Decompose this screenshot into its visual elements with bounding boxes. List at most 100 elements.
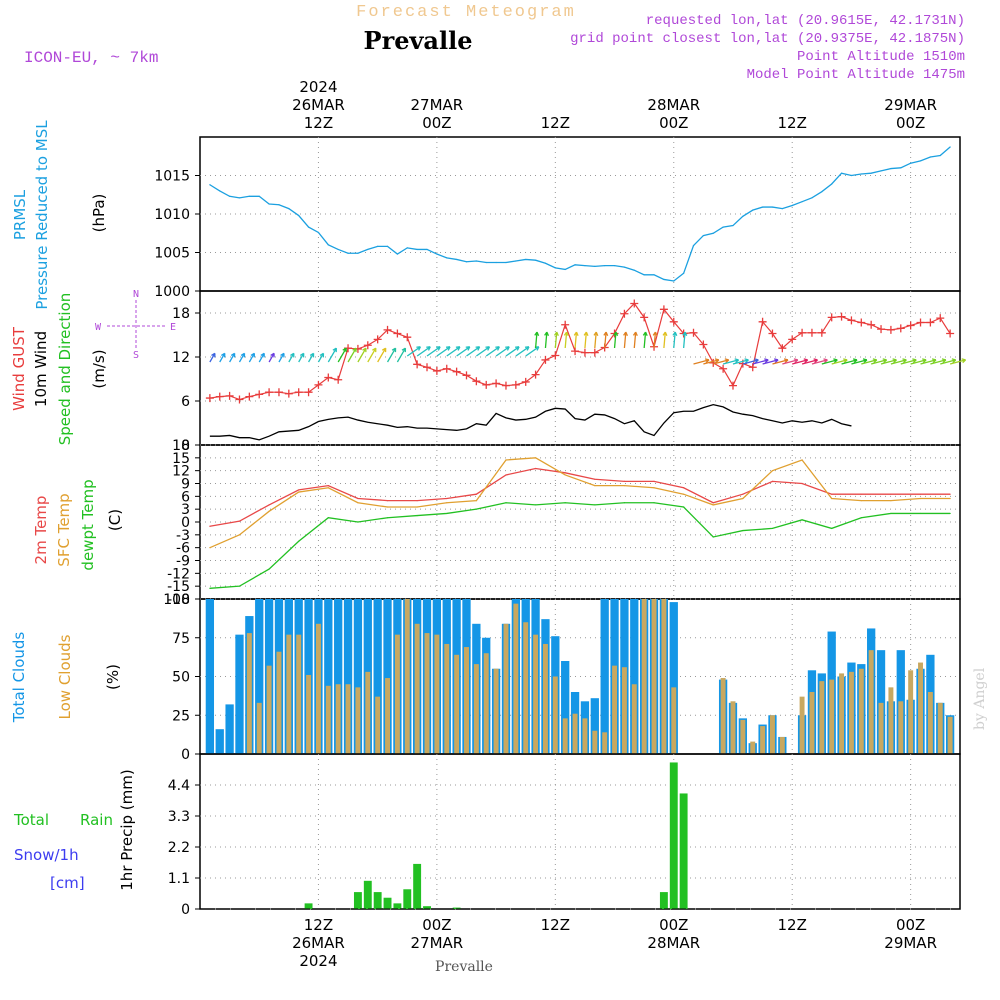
low-cloud-bar	[464, 647, 469, 754]
top-title: Forecast Meteogram	[356, 3, 576, 22]
wind-arrow	[466, 346, 480, 357]
wind-arrow	[219, 353, 226, 363]
low-cloud-bar	[276, 651, 282, 754]
gust-point	[827, 313, 836, 322]
gust-point	[472, 377, 481, 386]
wind-arrow	[920, 359, 937, 365]
wind-arrow	[377, 347, 387, 363]
gust-point	[324, 373, 333, 382]
total-cloud-bar	[255, 599, 264, 754]
pressure-point	[465, 261, 468, 263]
temperature-point	[475, 493, 477, 495]
wind-arrow	[643, 332, 647, 349]
pressure-point	[919, 160, 922, 162]
wind-arrow	[495, 346, 510, 357]
low-cloud-bar	[266, 665, 272, 754]
time-label-bottom: 00Z	[659, 916, 688, 934]
wind-arrow	[505, 346, 520, 357]
wind-arrow	[337, 347, 347, 363]
pressure-point	[811, 197, 813, 199]
wind-arrow-head	[793, 358, 799, 364]
gust-point	[294, 388, 303, 397]
rain-bar	[373, 892, 382, 909]
wind-arrow-head	[372, 347, 377, 353]
wind-arrow-head	[724, 358, 730, 364]
compass-e: E	[170, 322, 176, 333]
low-cloud-bar	[335, 684, 341, 754]
wind-arrow-head	[662, 331, 668, 336]
low-cloud-bar	[898, 701, 904, 754]
low-cloud-bar	[404, 599, 410, 754]
time-label-bottom: 00Z	[422, 916, 451, 934]
rain-bar	[383, 897, 392, 909]
pressure-point	[475, 260, 477, 262]
pressure-point	[525, 258, 527, 261]
pressure-point	[288, 208, 290, 210]
time-label-bottom: 28MAR	[647, 934, 700, 952]
total-cloud-bar	[343, 599, 353, 754]
wind-arrow-head	[455, 346, 461, 351]
pressure-point	[544, 262, 547, 264]
gust-point	[748, 363, 757, 372]
wind-arrow	[534, 332, 538, 349]
low-cloud-bar	[908, 670, 914, 754]
low-cloud-bar	[355, 687, 361, 754]
low-cloud-bar	[918, 662, 923, 754]
temperature-point	[653, 480, 655, 482]
wind-arrow	[792, 359, 808, 365]
time-label-top: 29MAR	[884, 96, 937, 114]
temperature-point	[712, 536, 714, 538]
pressure-point	[752, 209, 754, 211]
rain-bar	[403, 889, 412, 909]
pressure-point	[446, 257, 448, 259]
wind-panel: 0 6 12 18	[172, 290, 967, 454]
pressure-point	[683, 272, 685, 274]
wind-arrow	[238, 353, 246, 363]
gust-point	[837, 312, 846, 321]
temperature-point	[268, 504, 270, 506]
wind-arrow-head	[862, 358, 868, 364]
model-label: ICON-EU, ~ 7km	[24, 49, 158, 67]
wind-arrow-head	[220, 352, 226, 358]
wind-arrow	[930, 359, 947, 365]
wind-arrow-head	[240, 352, 246, 358]
wind-arrow	[357, 347, 367, 363]
wind-arrow	[910, 359, 927, 365]
gust-point	[245, 392, 254, 401]
time-label-bottom: 2024	[299, 952, 337, 970]
wind-arrow	[722, 359, 739, 365]
gust-point	[571, 347, 580, 356]
pressure-point	[692, 244, 695, 247]
low-cloud-bar	[542, 643, 548, 754]
wind-ytick-label: 12	[172, 350, 190, 366]
gust-point	[896, 324, 905, 333]
wind-arrow-head	[813, 358, 818, 364]
wind-arrow	[446, 346, 461, 357]
pressure-point	[663, 278, 665, 281]
wind-arrow-head	[426, 346, 431, 351]
wind-arrow-head	[843, 358, 848, 364]
gust-point	[847, 316, 856, 325]
pressure-point	[534, 259, 537, 261]
wind-arrow	[949, 359, 966, 365]
temperature-ytick-label: 9	[181, 477, 190, 493]
compass-s: S	[133, 350, 139, 361]
wind-arrow-head	[783, 358, 789, 364]
pressure-point	[515, 260, 517, 262]
wind-arrow-head	[465, 346, 471, 351]
temperature-point	[386, 500, 389, 502]
wind-arrow	[663, 332, 666, 349]
low-cloud-bar	[562, 718, 568, 754]
wind-arrow-head	[833, 358, 838, 364]
temperature-series-2	[209, 502, 951, 589]
clouds-panel: 0 25 50 75 100	[163, 592, 961, 763]
wind-arrow-head	[803, 358, 809, 364]
wind-arrow	[436, 346, 451, 357]
temperature-point	[327, 485, 329, 487]
gust-point	[423, 363, 432, 372]
temperature-point	[564, 474, 566, 476]
time-label-top: 27MAR	[411, 96, 464, 114]
rain-bar	[659, 892, 668, 909]
temperature-point	[623, 485, 626, 487]
